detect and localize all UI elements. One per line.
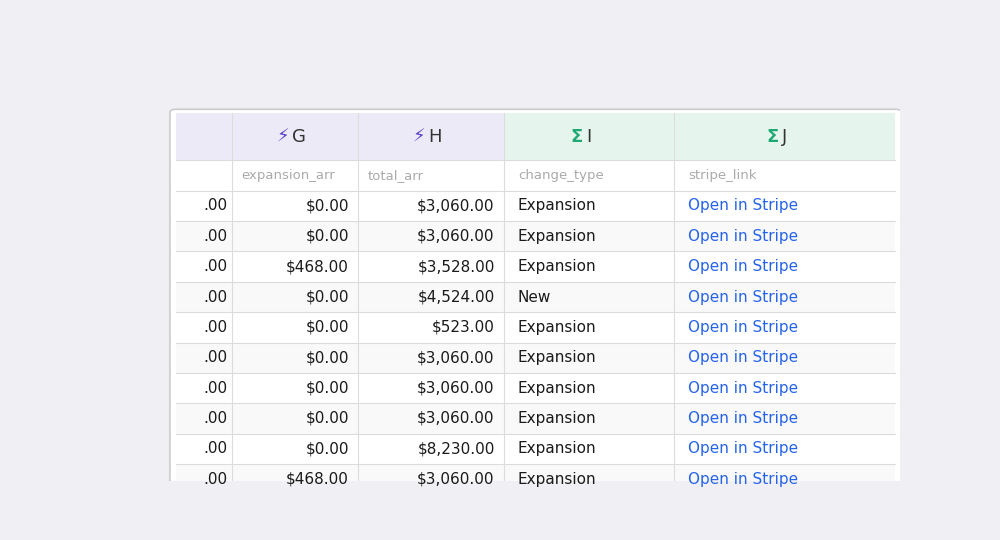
Bar [176,373,895,403]
Text: Expansion: Expansion [518,471,597,487]
Text: $8,230.00: $8,230.00 [417,441,495,456]
Bar [176,221,895,252]
Text: Open in Stripe: Open in Stripe [688,350,799,365]
Text: .00: .00 [203,441,227,456]
Text: Expansion: Expansion [518,381,597,396]
Bar [176,403,895,434]
Text: .00: .00 [203,411,227,426]
Text: $0.00: $0.00 [305,350,349,365]
Text: Open in Stripe: Open in Stripe [688,320,799,335]
Text: .00: .00 [203,289,227,305]
Text: .00: .00 [203,259,227,274]
Text: $3,060.00: $3,060.00 [417,350,495,365]
Bar [176,342,895,373]
Text: $3,060.00: $3,060.00 [417,381,495,396]
Text: $3,060.00: $3,060.00 [417,229,495,244]
Text: Open in Stripe: Open in Stripe [688,441,799,456]
Text: Open in Stripe: Open in Stripe [688,411,799,426]
Text: .00: .00 [203,320,227,335]
Text: total_arr: total_arr [368,169,424,182]
FancyBboxPatch shape [170,109,902,498]
Text: $0.00: $0.00 [305,441,349,456]
Text: .00: .00 [203,381,227,396]
Bar [176,113,504,160]
Text: G: G [292,127,306,145]
Bar [176,464,895,494]
Bar [176,191,895,221]
Text: Expansion: Expansion [518,199,597,213]
Text: change_type: change_type [518,169,604,182]
Text: Expansion: Expansion [518,320,597,335]
Text: stripe_link: stripe_link [688,169,757,182]
Text: Open in Stripe: Open in Stripe [688,259,799,274]
Text: $0.00: $0.00 [305,381,349,396]
Bar [176,160,895,191]
Text: $3,060.00: $3,060.00 [417,411,495,426]
Text: Expansion: Expansion [518,441,597,456]
Text: $4,524.00: $4,524.00 [417,289,495,305]
Text: Open in Stripe: Open in Stripe [688,229,799,244]
Text: .00: .00 [203,350,227,365]
Text: Expansion: Expansion [518,229,597,244]
Text: Open in Stripe: Open in Stripe [688,471,799,487]
Text: $0.00: $0.00 [305,199,349,213]
Text: New: New [518,289,551,305]
Text: Σ: Σ [766,127,779,145]
Text: ⚡: ⚡ [412,127,425,145]
Text: .00: .00 [203,199,227,213]
Text: $0.00: $0.00 [305,229,349,244]
Text: ⚡: ⚡ [276,127,289,145]
Text: $468.00: $468.00 [286,471,349,487]
Text: Expansion: Expansion [518,259,597,274]
Text: Σ: Σ [571,127,583,145]
Text: I: I [586,127,591,145]
Text: $468.00: $468.00 [286,259,349,274]
Bar [176,252,895,282]
Text: $3,060.00: $3,060.00 [417,471,495,487]
Text: $3,060.00: $3,060.00 [417,199,495,213]
Text: expansion_arr: expansion_arr [241,169,335,182]
Text: .00: .00 [203,471,227,487]
Text: $523.00: $523.00 [432,320,495,335]
Text: $3,528.00: $3,528.00 [417,259,495,274]
Text: Open in Stripe: Open in Stripe [688,381,799,396]
Text: $0.00: $0.00 [305,411,349,426]
Bar [176,282,895,312]
Text: $0.00: $0.00 [305,289,349,305]
Bar [176,312,895,342]
Text: .00: .00 [203,229,227,244]
Text: Expansion: Expansion [518,411,597,426]
Text: J: J [782,127,787,145]
Text: $0.00: $0.00 [305,320,349,335]
Text: H: H [428,127,442,145]
Text: Open in Stripe: Open in Stripe [688,199,799,213]
Bar [176,434,895,464]
Bar [504,113,895,160]
Text: Open in Stripe: Open in Stripe [688,289,799,305]
Text: Expansion: Expansion [518,350,597,365]
